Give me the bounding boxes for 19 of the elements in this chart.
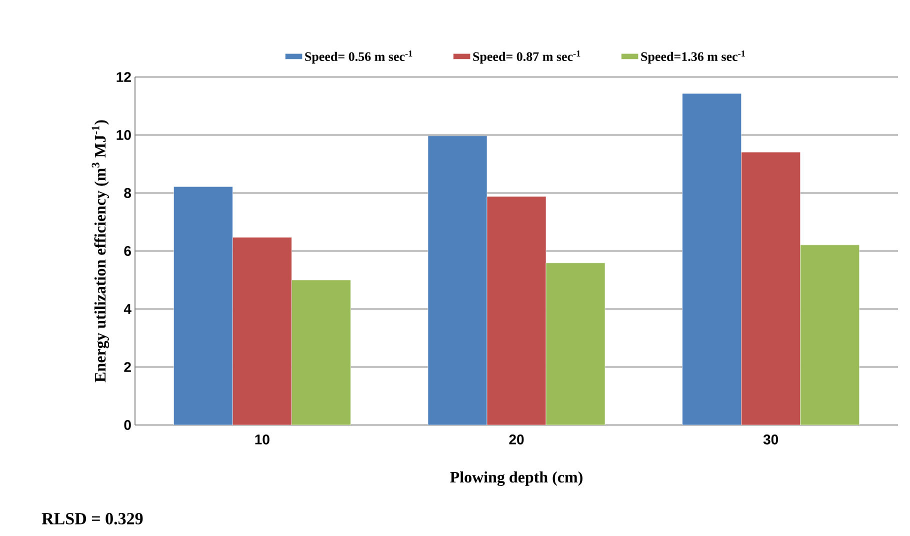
y-tick-label: 0: [124, 420, 131, 430]
y-tick-label: 12: [116, 72, 131, 82]
bar: [682, 93, 742, 425]
x-tick-label: 30: [763, 434, 778, 444]
y-tick-label: 2: [124, 362, 131, 372]
legend-label: Speed= 0.56 m sec$^{-1}$: [305, 50, 412, 64]
bar: [174, 186, 233, 425]
legend-label: Speed=1.36 m sec$^{-1}$: [641, 50, 745, 64]
bar: [428, 136, 488, 425]
y-axis-title: Energy utilization efficiency (m$^{3}$ MJ$^{-1}$): [92, 120, 110, 382]
x-axis-title: Plowing depth (cm): [450, 471, 582, 486]
y-tick-label: 10: [116, 130, 131, 140]
text: RLSD = 0.329: [42, 512, 143, 524]
x-tick-label: 20: [509, 434, 524, 444]
legend-label: Speed= 0.87 m sec$^{-1}$: [473, 50, 580, 64]
y-tick-label: 4: [124, 304, 132, 314]
y-tick-label: 6: [124, 246, 131, 256]
x-tick-label: 10: [255, 434, 270, 444]
y-tick-label: 8: [124, 188, 132, 198]
